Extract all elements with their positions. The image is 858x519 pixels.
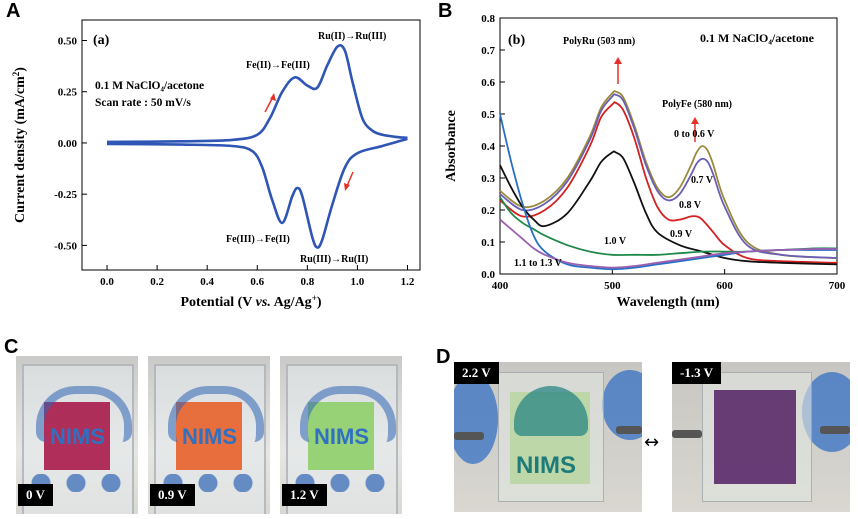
x-axis-label: Wavelength (nm) xyxy=(616,295,719,310)
cv-chart: 0.0 0.2 0.4 0.6 0.8 1.0 1.2 0.50 0.25 0.00 -0.25 -0… xyxy=(11,19,421,310)
plot-frame xyxy=(81,19,421,271)
heart-shape xyxy=(36,386,132,442)
series-line xyxy=(499,101,838,264)
photo-d-neg1.3v: -1.3 V xyxy=(672,362,850,512)
condition-text-1: 0.1 M NaClO₄/acetone xyxy=(95,80,204,92)
series-line xyxy=(106,137,408,249)
annotation-ru-red: Ru(III)→Ru(II) xyxy=(300,254,368,265)
annotation-ru-ox: Ru(II)→Ru(III) xyxy=(318,31,386,42)
voltage-badge: 0.9 V xyxy=(150,484,195,506)
absorbance-chart: 400 500 600 700 0.0 0.1 0.2 0.3 0.4 0.5 0.6 0.7 0.8 … xyxy=(444,13,846,310)
panel-letter-b: B xyxy=(438,0,453,22)
y-tick-label: 0.5 xyxy=(481,109,495,121)
peak-arrow-ru xyxy=(614,57,622,84)
x-tick-label: 500 xyxy=(604,280,621,292)
label-0.8v: 0.8 V xyxy=(679,200,702,211)
plot-frame xyxy=(499,17,838,275)
photo-c-0v: NIMS 0 V xyxy=(16,356,138,514)
y-tick-label: 0.25 xyxy=(58,87,78,99)
label-0.7v: 0.7 V xyxy=(691,175,714,186)
nims-logo: NIMS xyxy=(314,424,369,449)
scan-arrow-down xyxy=(344,171,354,191)
label-1.1-1.3v: 1.1 to 1.3 V xyxy=(514,258,563,269)
x-tick-label: 0.4 xyxy=(200,276,214,288)
y-tick-label: 0.2 xyxy=(481,205,495,217)
panel-tag: (b) xyxy=(508,33,525,48)
clip-left xyxy=(454,432,484,440)
y-axis-label: Absorbance xyxy=(444,110,459,182)
x-axis-label: Potential (V vs. Ag/Ag+) xyxy=(180,293,321,310)
series-line xyxy=(499,218,838,269)
heart-shape xyxy=(300,386,396,442)
series-line xyxy=(499,93,838,259)
label-0.9v: 0.9 V xyxy=(670,229,693,240)
y-tick-label: 0.7 xyxy=(481,45,495,57)
nims-logo: NIMS xyxy=(182,424,237,449)
label-1.0v: 1.0 V xyxy=(604,236,627,247)
x-tick-label: 1.2 xyxy=(401,276,415,288)
nims-logo: NIMS xyxy=(50,424,105,449)
series-line xyxy=(499,90,838,259)
peak-label-fe: PolyFe (580 nm) xyxy=(662,99,732,110)
x-tick-label: 0.2 xyxy=(150,276,164,288)
heart-shape xyxy=(168,386,264,442)
panel-tag: (a) xyxy=(93,33,110,48)
series-line xyxy=(499,113,837,271)
y-tick-label: 0.3 xyxy=(481,173,495,185)
chart-title: 0.1 M NaClO₄/acetone xyxy=(700,31,815,45)
series-line xyxy=(499,150,838,266)
panel-letter-d: D xyxy=(436,346,451,368)
x-tick-label: 1.0 xyxy=(351,276,365,288)
annotation-fe-red: Fe(III)→Fe(II) xyxy=(226,234,290,245)
y-tick-label: -0.25 xyxy=(54,189,77,201)
x-tick-label: 0.8 xyxy=(300,276,314,288)
scan-arrow-up xyxy=(264,93,276,113)
switch-arrow: ↔ xyxy=(644,432,660,453)
x-tick-label: 0.6 xyxy=(250,276,264,288)
clip-right xyxy=(820,426,850,434)
nims-logo: NIMS xyxy=(516,452,576,479)
voltage-badge: -1.3 V xyxy=(672,362,721,384)
x-tick-label: 0.0 xyxy=(100,276,114,288)
y-tick-label: 0.0 xyxy=(481,269,495,281)
y-tick-label: 0.00 xyxy=(58,138,78,150)
x-tick-label: 600 xyxy=(716,280,733,292)
annotation-fe-ox: Fe(II)→Fe(III) xyxy=(246,60,310,71)
voltage-badge: 2.2 V xyxy=(454,362,499,384)
voltage-badge: 1.2 V xyxy=(282,484,327,506)
voltage-badge: 0 V xyxy=(18,484,53,506)
y-tick-label: 0.8 xyxy=(481,13,495,25)
y-tick-label: 0.4 xyxy=(481,141,495,153)
photo-c-0.9v: NIMS 0.9 V xyxy=(148,356,270,514)
condition-text-2: Scan rate : 50 mV/s xyxy=(95,97,191,109)
y-axis-label: Current density (mA/cm2) xyxy=(11,67,28,223)
y-tick-label: -0.50 xyxy=(54,240,77,252)
series-line xyxy=(106,44,408,144)
photo-c-1.2v: NIMS 1.2 V xyxy=(280,356,402,514)
clip-right xyxy=(616,426,642,434)
y-tick-label: 0.1 xyxy=(481,237,495,249)
clip-left xyxy=(672,430,702,438)
y-tick-label: 0.6 xyxy=(481,77,495,89)
blue-circle-bg xyxy=(454,374,498,464)
film xyxy=(714,390,796,484)
x-tick-label: 400 xyxy=(492,280,509,292)
panel-letter-a: A xyxy=(6,0,21,22)
panel-letter-c: C xyxy=(4,336,19,358)
label-0-0.6v: 0 to 0.6 V xyxy=(674,129,715,140)
peak-arrow-fe xyxy=(691,117,699,142)
x-tick-label: 700 xyxy=(829,280,846,292)
peak-label-ru: PolyRu (503 nm) xyxy=(563,36,635,47)
photo-d-2.2v: NIMS 2.2 V xyxy=(454,362,642,512)
y-tick-label: 0.50 xyxy=(58,35,78,47)
